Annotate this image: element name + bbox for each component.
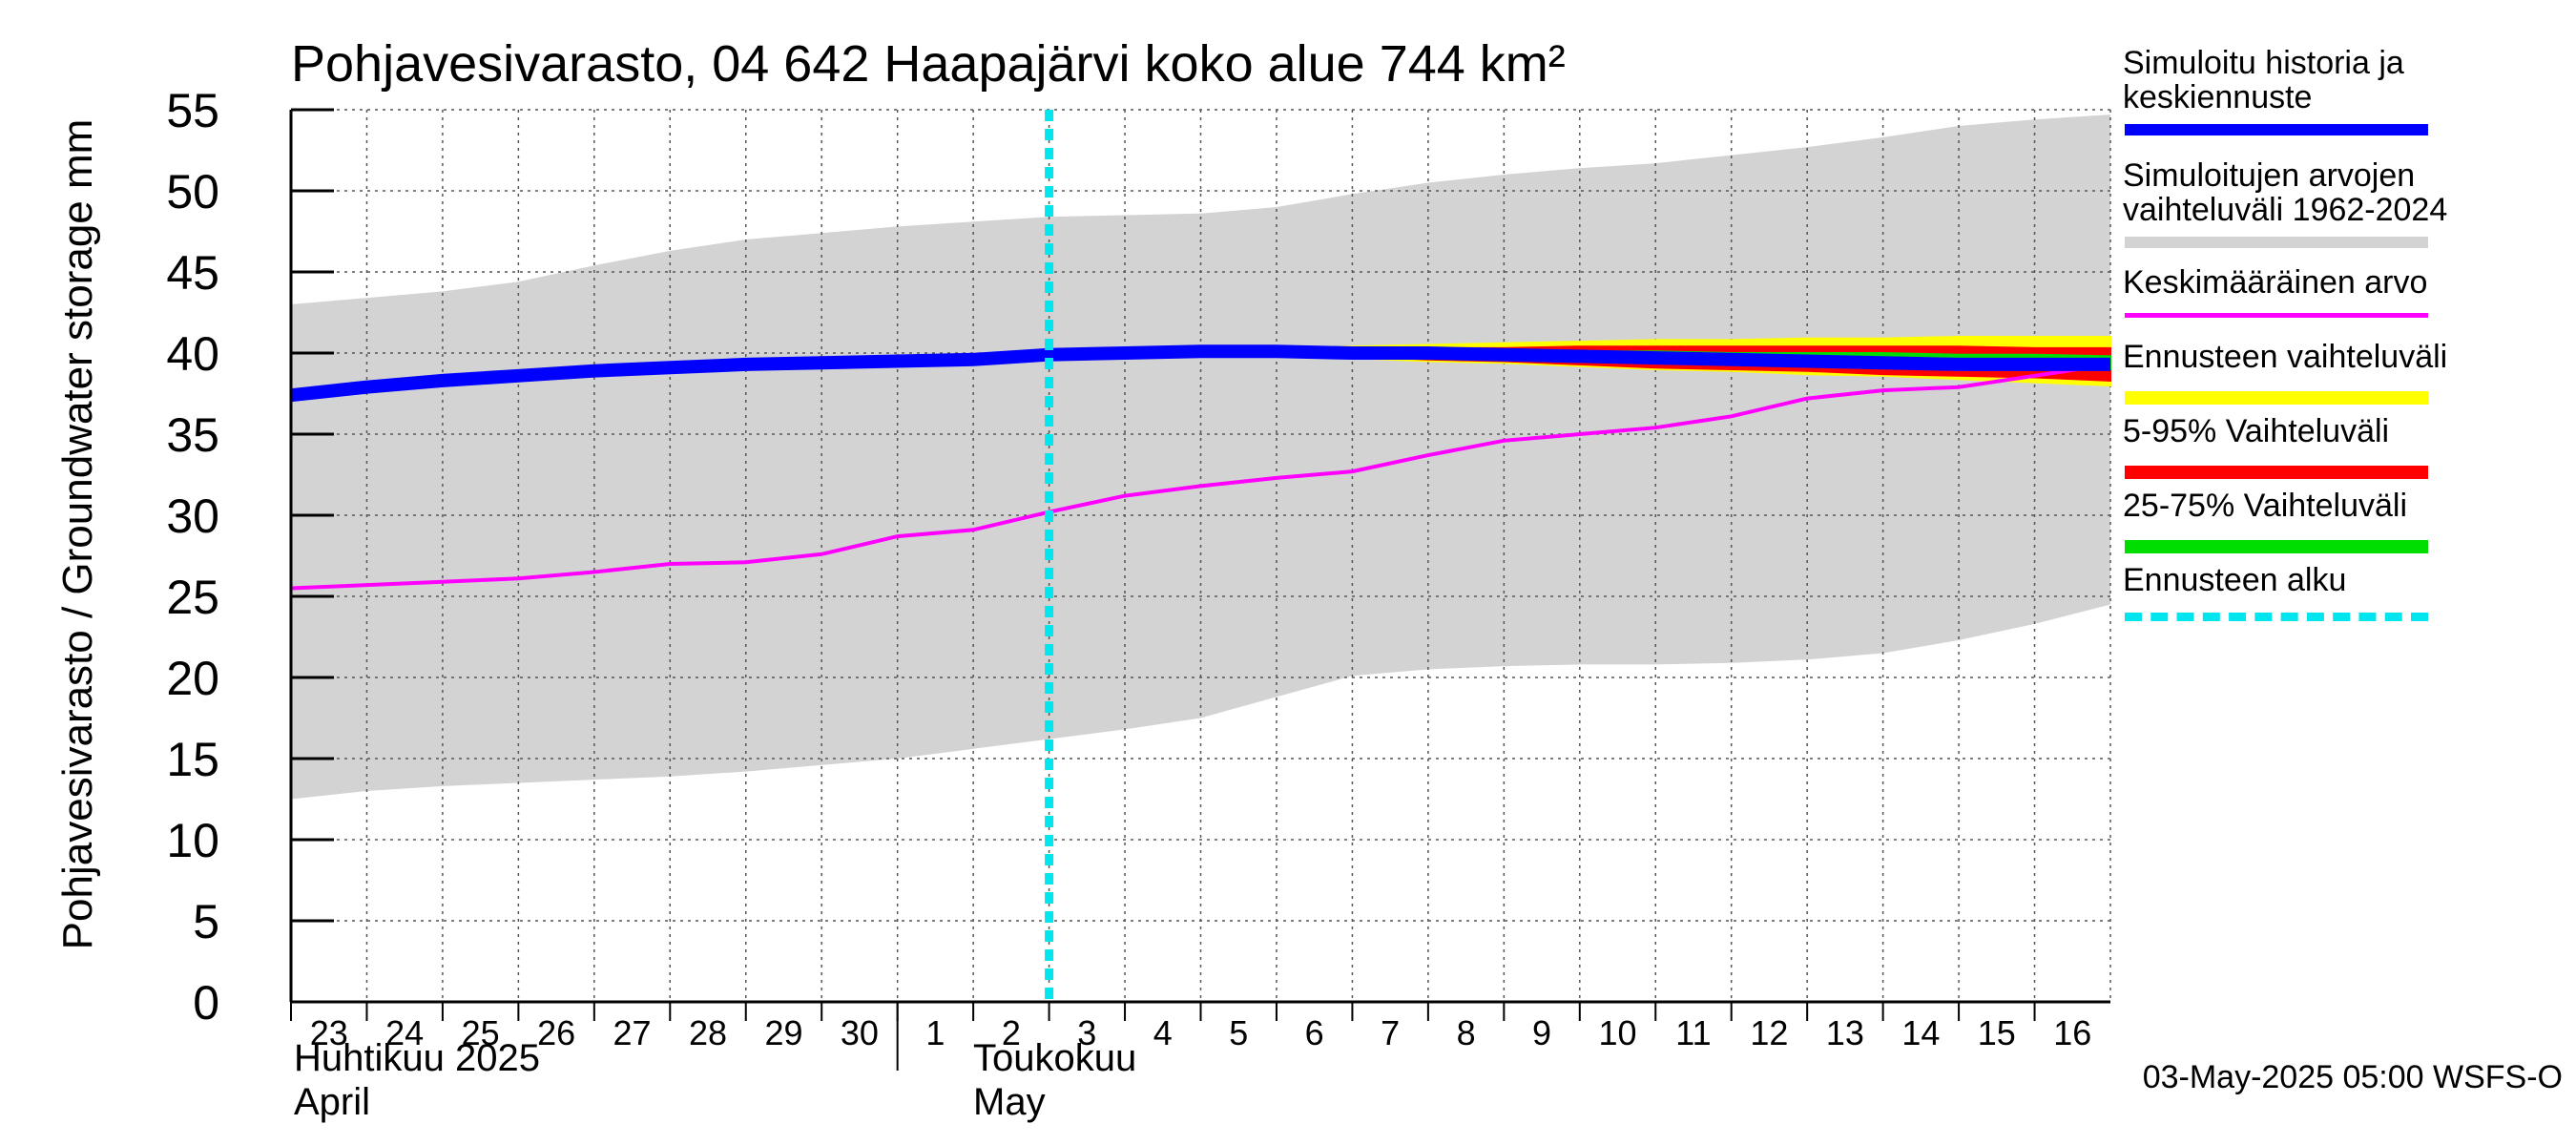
x-tick-label: 30 [841,1013,879,1052]
legend-item-forecast-start: Ennusteen alku [2123,563,2562,635]
x-tick-label: 29 [764,1013,802,1052]
x-tick-label: 11 [1675,1013,1711,1052]
x-tick-label: 23 [310,1013,348,1052]
x-tick-label: 14 [1901,1013,1940,1052]
legend-label-forecast-start: Ennusteen alku [2123,562,2347,598]
legend-item-mean: Keskimääräinen arvo [2123,265,2562,326]
y-tick-label: 35 [166,408,219,462]
legend-swatch-forecast-range [2125,391,2428,405]
legend-label-5-95: 5-95% Vaihteluväli [2123,413,2390,449]
x-tick-label: 7 [1381,1013,1400,1052]
month-label-april-en: April [294,1081,371,1123]
chart-title: Pohjavesivarasto, 04 642 Haapajärvi koko… [291,35,1566,93]
y-tick-label: 5 [193,895,219,948]
legend-label-forecast-range: Ennusteen vaihteluväli [2123,339,2448,375]
x-tick-label: 3 [1077,1013,1096,1052]
legend-item-25-75: 25-75% Vaihteluväli [2123,489,2562,561]
legend-swatch-mean [2125,313,2428,318]
legend-label-25-75: 25-75% Vaihteluväli [2123,488,2407,524]
legend: Simuloitu historia ja keskiennuste Simul… [2123,46,2562,635]
x-tick-label: 1 [925,1013,945,1052]
x-tick-label: 6 [1305,1013,1324,1052]
legend-label-mean: Keskimääräinen arvo [2123,264,2428,301]
x-tick-label: 2 [1002,1013,1021,1052]
y-tick-label: 15 [166,733,219,786]
month-label-may: Toukokuu May [973,1036,1136,1124]
mean-line [290,362,2111,591]
legend-item-range: Simuloitujen arvojen vaihteluväli 1962-2… [2123,158,2562,265]
timestamp: 03-May-2025 05:00 WSFS-O [2142,1059,2563,1095]
month-label-may-en: May [973,1081,1046,1123]
x-tick-label: 16 [2053,1013,2091,1052]
y-tick-label: 0 [193,976,219,1030]
y-tick-label: 30 [166,489,219,543]
y-axis-label: Pohjavesivarasto / Groundwater storage m… [54,118,101,950]
legend-item-history: Simuloitu historia ja keskiennuste [2123,46,2562,139]
legend-label-range: Simuloitujen arvojen vaihteluväli 1962-2… [2123,157,2448,228]
x-tick-label: 24 [385,1013,424,1052]
month-label-april-fi: Huhtikuu 2025 [294,1037,540,1079]
y-tick-label: 40 [166,327,219,381]
month-label-april: Huhtikuu 2025 April [294,1036,540,1124]
x-tick-label: 5 [1229,1013,1248,1052]
x-tick-label: 15 [1978,1013,2016,1052]
y-tick-label: 50 [166,165,219,219]
x-tick-label: 4 [1153,1013,1173,1052]
legend-item-forecast-range: Ennusteen vaihteluväli [2123,340,2562,412]
series-layer [290,110,2111,1002]
x-tick-label: 12 [1750,1013,1788,1052]
x-tick-label: 10 [1598,1013,1636,1052]
legend-swatch-5-95 [2125,466,2428,479]
x-tick-label: 13 [1826,1013,1864,1052]
y-tick-label: 20 [166,652,219,705]
legend-swatch-forecast-start [2125,613,2428,621]
y-tick-label: 55 [166,84,219,137]
y-tick-label: 25 [166,571,219,624]
x-tick-label: 8 [1457,1013,1476,1052]
x-tick-label: 9 [1532,1013,1551,1052]
month-label-may-fi: Toukokuu [973,1037,1137,1079]
legend-label-history: Simuloitu historia ja keskiennuste [2123,45,2404,115]
history-median-line [290,344,2110,403]
legend-swatch-range [2125,237,2428,248]
x-tick-label: 27 [613,1013,652,1052]
y-tick-label: 45 [166,246,219,300]
axes-layer [289,108,2110,1071]
x-tick-label: 28 [689,1013,727,1052]
x-tick-label: 26 [537,1013,575,1052]
y-tick-label: 10 [166,814,219,867]
legend-swatch-25-75 [2125,540,2428,553]
x-tick-label: 25 [462,1013,500,1052]
legend-swatch-history [2125,124,2428,135]
legend-item-5-95: 5-95% Vaihteluväli [2123,414,2562,487]
